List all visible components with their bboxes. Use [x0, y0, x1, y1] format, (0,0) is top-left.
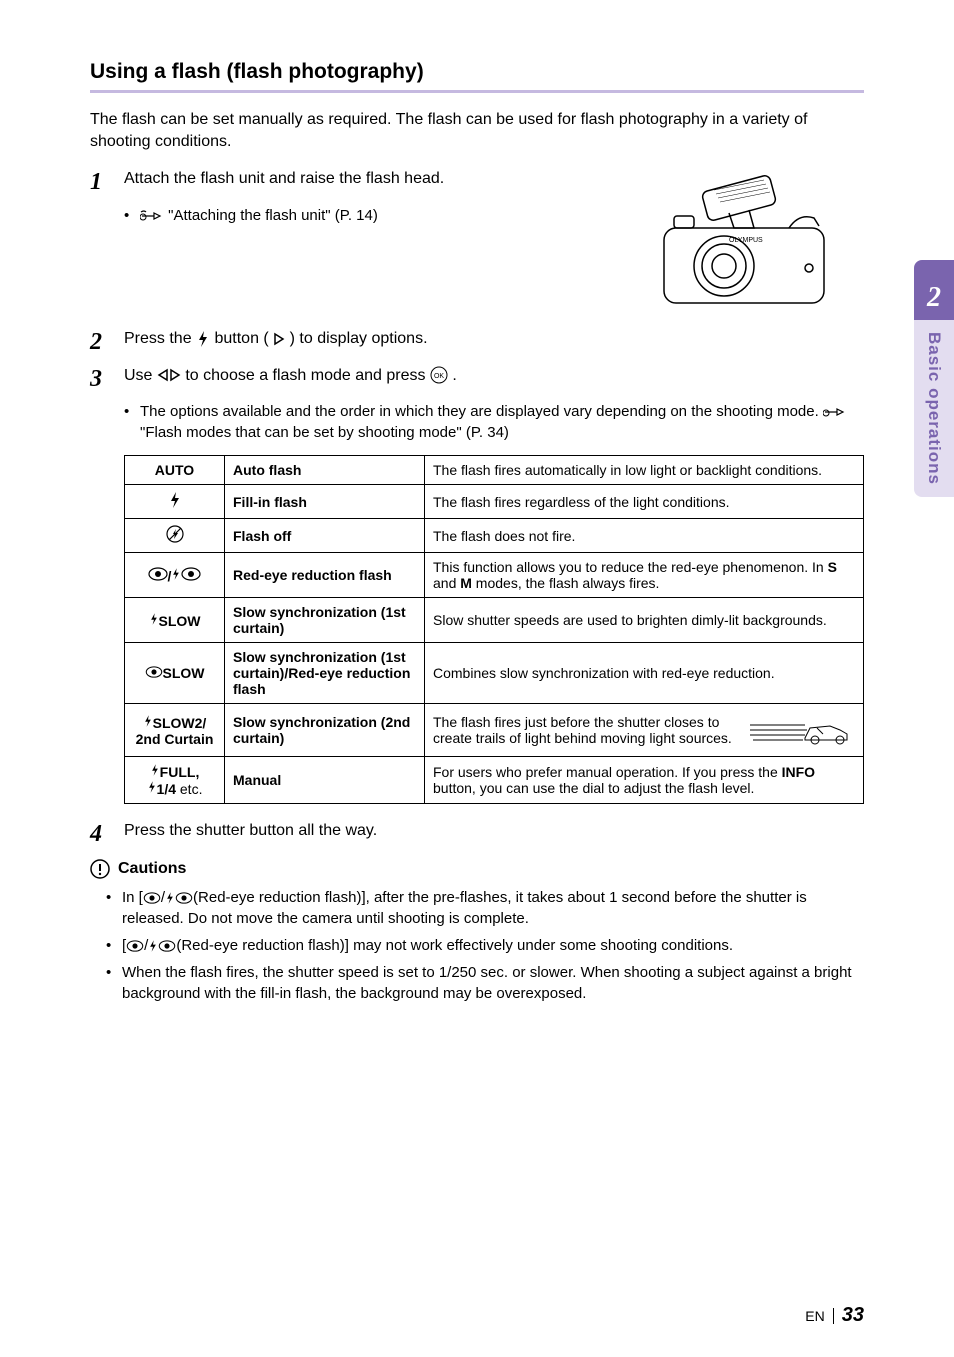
- step-text: Press the button ( ) to display options.: [124, 328, 864, 350]
- footer-page: 33: [842, 1304, 864, 1326]
- label-cell: Flash off: [225, 519, 425, 553]
- intro-text: The flash can be set manually as require…: [90, 109, 864, 154]
- mode-cell: SLOW2/2nd Curtain: [125, 704, 225, 757]
- flash-icon: [150, 763, 160, 777]
- mode-cell: FULL, 1/4 etc.: [125, 757, 225, 804]
- footer-lang: EN: [805, 1308, 833, 1324]
- step-text: Use to choose a flash mode and press OK …: [124, 365, 864, 387]
- caution-item: In [/(Red-eye reduction flash)], after t…: [106, 887, 864, 929]
- flash-icon: [147, 780, 157, 794]
- flash-icon: [149, 612, 159, 626]
- step-number: 1: [90, 168, 124, 197]
- camera-illustration: OLYMPUS: [634, 168, 864, 318]
- step-3-bullet: The options available and the order in w…: [124, 401, 864, 443]
- tab-number-box: 2: [914, 260, 954, 320]
- step-2: 2 Press the button ( ) to display option…: [90, 328, 864, 357]
- flash-icon: [171, 567, 181, 581]
- redeye-icon: [145, 666, 163, 678]
- caution-item: [/(Red-eye reduction flash)] may not wor…: [106, 935, 864, 956]
- step-3: 3 Use to choose a flash mode and press O…: [90, 365, 864, 394]
- step-number: 3: [90, 365, 124, 394]
- desc-cell: The flash fires regardless of the light …: [425, 485, 864, 519]
- table-row: Fill-in flash The flash fires regardless…: [125, 485, 864, 519]
- step-4: 4 Press the shutter button all the way.: [90, 820, 864, 849]
- step-text: Attach the flash unit and raise the flas…: [124, 168, 624, 190]
- left-right-triangle-icon: [157, 368, 181, 382]
- desc-cell: The flash fires automatically in low lig…: [425, 456, 864, 485]
- flash-icon: [148, 939, 158, 953]
- redeye-icon: [148, 567, 168, 581]
- label-cell: Fill-in flash: [225, 485, 425, 519]
- flash-icon: [143, 714, 153, 728]
- table-row: SLOW Slow synchronization (1st curtain)/…: [125, 643, 864, 704]
- caution-icon: [90, 859, 110, 879]
- mode-cell: SLOW: [125, 643, 225, 704]
- redeye-icon: [181, 567, 201, 581]
- side-tab: 2 Basic operations: [914, 260, 954, 497]
- svg-text:OK: OK: [434, 373, 444, 380]
- desc-cell: This function allows you to reduce the r…: [425, 553, 864, 598]
- mode-cell: AUTO: [125, 456, 225, 485]
- step-1: 1 Attach the flash unit and raise the fl…: [90, 168, 624, 197]
- redeye-icon: [175, 892, 193, 904]
- table-row: SLOW2/2nd Curtain Slow synchronization (…: [125, 704, 864, 757]
- mode-cell: SLOW: [125, 598, 225, 643]
- cautions-label: Cautions: [118, 860, 186, 878]
- desc-cell: For users who prefer manual operation. I…: [425, 757, 864, 804]
- label-cell: Slow synchronization (1st curtain): [225, 598, 425, 643]
- mode-cell: [125, 519, 225, 553]
- label-cell: Red-eye reduction flash: [225, 553, 425, 598]
- step-number: 2: [90, 328, 124, 357]
- right-triangle-icon: [273, 332, 285, 346]
- table-row: / Red-eye reduction flash This function …: [125, 553, 864, 598]
- redeye-icon: [126, 940, 144, 952]
- chapter-number: 2: [927, 282, 941, 314]
- mode-cell: /: [125, 553, 225, 598]
- chapter-label: Basic operations: [924, 332, 944, 485]
- pointer-icon: [140, 209, 164, 223]
- cautions-header: Cautions: [90, 859, 864, 879]
- svg-text:OLYMPUS: OLYMPUS: [729, 237, 763, 244]
- ok-button-icon: OK: [430, 366, 448, 384]
- flash-icon: [165, 891, 175, 905]
- step-text: Press the shutter button all the way.: [124, 820, 864, 842]
- flash-icon: [196, 330, 210, 348]
- desc-cell: Combines slow synchronization with red-e…: [425, 643, 864, 704]
- step-number: 4: [90, 820, 124, 849]
- cautions-list: In [/(Red-eye reduction flash)], after t…: [90, 887, 864, 1004]
- desc-cell: Slow shutter speeds are used to brighten…: [425, 598, 864, 643]
- section-underline: [90, 90, 864, 93]
- car-trails-icon: [745, 710, 855, 750]
- desc-cell: The flash fires just before the shutter …: [425, 704, 864, 757]
- flash-off-icon: [166, 525, 184, 543]
- page-footer: EN 33: [805, 1304, 864, 1327]
- label-cell: Auto flash: [225, 456, 425, 485]
- table-row: SLOW Slow synchronization (1st curtain) …: [125, 598, 864, 643]
- redeye-icon: [158, 940, 176, 952]
- tab-text-box: Basic operations: [914, 320, 954, 497]
- desc-cell: The flash does not fire.: [425, 519, 864, 553]
- flash-modes-table: AUTO Auto flash The flash fires automati…: [124, 455, 864, 804]
- table-row: Flash off The flash does not fire.: [125, 519, 864, 553]
- caution-item: When the flash fires, the shutter speed …: [106, 962, 864, 1004]
- section-title: Using a flash (flash photography): [90, 60, 864, 84]
- table-row: FULL, 1/4 etc. Manual For users who pref…: [125, 757, 864, 804]
- step-1-bullet-text: "Attaching the flash unit" (P. 14): [168, 207, 378, 224]
- table-row: AUTO Auto flash The flash fires automati…: [125, 456, 864, 485]
- flash-icon: [168, 491, 182, 509]
- label-cell: Manual: [225, 757, 425, 804]
- redeye-icon: [143, 892, 161, 904]
- label-cell: Slow synchronization (2nd curtain): [225, 704, 425, 757]
- label-cell: Slow synchronization (1st curtain)/Red-e…: [225, 643, 425, 704]
- pointer-icon: [823, 405, 847, 419]
- mode-cell: [125, 485, 225, 519]
- step-1-bullet: "Attaching the flash unit" (P. 14): [124, 205, 624, 226]
